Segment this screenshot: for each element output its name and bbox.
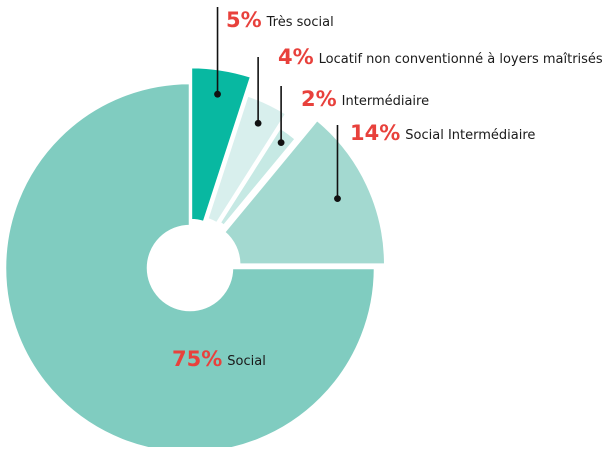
slice-percent-label: 2% <box>301 87 337 111</box>
callout-dot <box>214 90 221 98</box>
slice-category-label: Social <box>227 354 266 369</box>
callout-social: 75% Social <box>172 347 266 371</box>
slice-category-label: Très social <box>266 15 334 30</box>
pie-slice-intermediaire <box>218 126 298 228</box>
slice-percent-label: 75% <box>172 347 222 371</box>
pie-slice-social <box>3 81 377 451</box>
pie-slice-locatif-non-conventionne-a-loyers-maitrises <box>205 94 288 225</box>
pie-callouts: 5% Très social 4% Locatif non conventionné … <box>172 7 603 371</box>
pie-slices <box>3 65 387 451</box>
pie-slice-tres-social <box>189 65 253 224</box>
slice-percent-label: 14% <box>350 121 400 145</box>
slice-category-label: Social Intermédiaire <box>405 128 535 143</box>
callout-dot <box>334 195 341 202</box>
slice-percent-label: 4% <box>278 45 314 69</box>
callout-social-intermediaire: 14% Social Intermédiaire <box>334 121 535 202</box>
callout-intermediaire: 2% Intermédiaire <box>277 86 429 147</box>
callout-tres-social: 5% Très social <box>214 7 334 98</box>
callout-locatif-non-conventionne-a-loyers-maitrises: 4% Locatif non conventionné à loyers maît… <box>254 45 603 127</box>
slice-percent-label: 5% <box>226 8 262 32</box>
callout-dot <box>277 139 285 147</box>
slice-category-label: Locatif non conventionné à loyers maîtri… <box>319 52 603 67</box>
callout-dot <box>254 119 262 127</box>
pie-slice-social-intermediaire <box>222 118 387 266</box>
slice-category-label: Intermédiaire <box>342 94 429 109</box>
